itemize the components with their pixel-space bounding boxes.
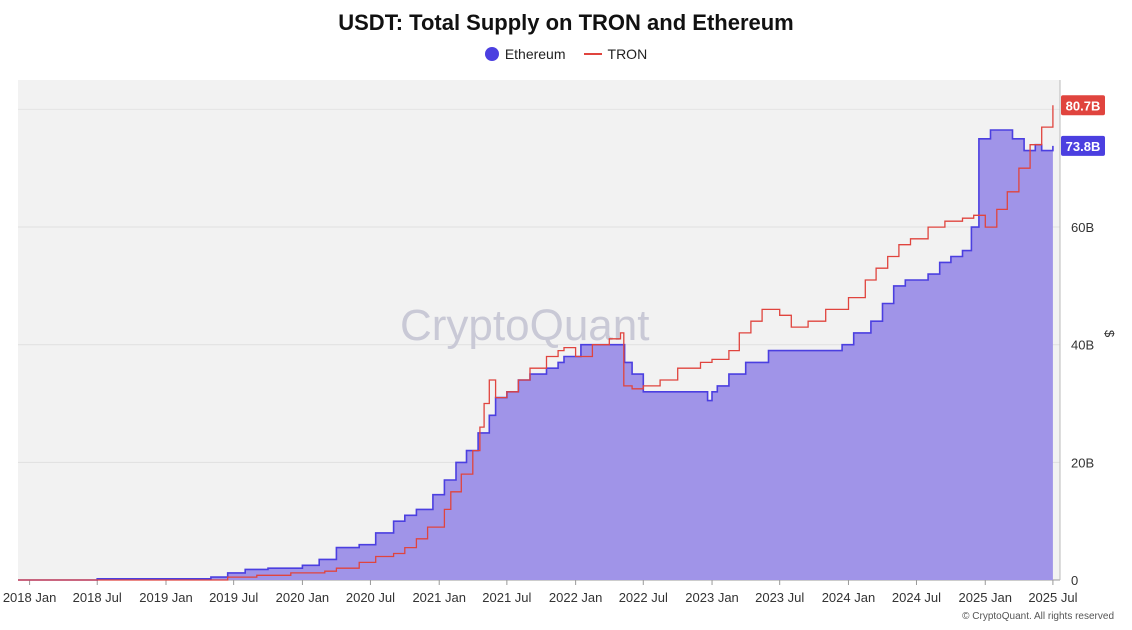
last-value-badge-tron-bg <box>1061 95 1105 116</box>
x-tick-label: 2024 Jan <box>822 590 876 605</box>
y-tick-label: 60B <box>1071 220 1094 235</box>
legend-swatch-ethereum <box>484 47 499 61</box>
x-tick-label: 2025 Jul <box>1028 590 1077 605</box>
last-value-badge-ethereum: 73.8B <box>1066 139 1101 154</box>
y-tick-label: 0 <box>1071 573 1078 588</box>
last-value-badge-tron: 80.7B <box>1066 98 1101 113</box>
x-tick-label: 2023 Jan <box>685 590 739 605</box>
y-axis-label: $ <box>1102 330 1117 338</box>
last-value-badge-ethereum-bg <box>1061 135 1105 156</box>
legend-item-tron[interactable]: TRON <box>583 46 648 62</box>
x-tick-label: 2025 Jan <box>959 590 1013 605</box>
x-tick-label: 2022 Jan <box>549 590 603 605</box>
x-tick-label: 2019 Jul <box>209 590 258 605</box>
watermark: CryptoQuant <box>400 301 649 350</box>
x-tick-label: 2021 Jul <box>482 590 531 605</box>
x-tick-label: 2022 Jul <box>619 590 668 605</box>
series-ethereum-area <box>18 130 1053 580</box>
y-tick-label: 20B <box>1071 455 1094 470</box>
x-tick-label: 2018 Jul <box>73 590 122 605</box>
legend-swatch-tron <box>583 53 602 55</box>
x-tick-label: 2019 Jan <box>139 590 193 605</box>
x-tick-label: 2021 Jan <box>412 590 466 605</box>
y-tick-label: 40B <box>1071 338 1094 353</box>
x-tick-label: 2020 Jan <box>276 590 330 605</box>
legend-label-tron: TRON <box>607 46 648 62</box>
legend: Ethereum TRON <box>0 46 1132 62</box>
copyright-credit: © CryptoQuant. All rights reserved <box>962 611 1114 622</box>
x-tick-label: 2024 Jul <box>892 590 941 605</box>
chart-title: USDT: Total Supply on TRON and Ethereum <box>338 10 794 35</box>
series-ethereum-line <box>18 129 1054 581</box>
x-tick-label: 2020 Jul <box>346 590 395 605</box>
series-tron-line <box>18 105 1054 581</box>
x-tick-label: 2023 Jul <box>755 590 804 605</box>
x-tick-label: 2018 Jan <box>3 590 57 605</box>
legend-item-ethereum[interactable]: Ethereum <box>484 46 566 62</box>
legend-label-ethereum: Ethereum <box>504 46 566 62</box>
